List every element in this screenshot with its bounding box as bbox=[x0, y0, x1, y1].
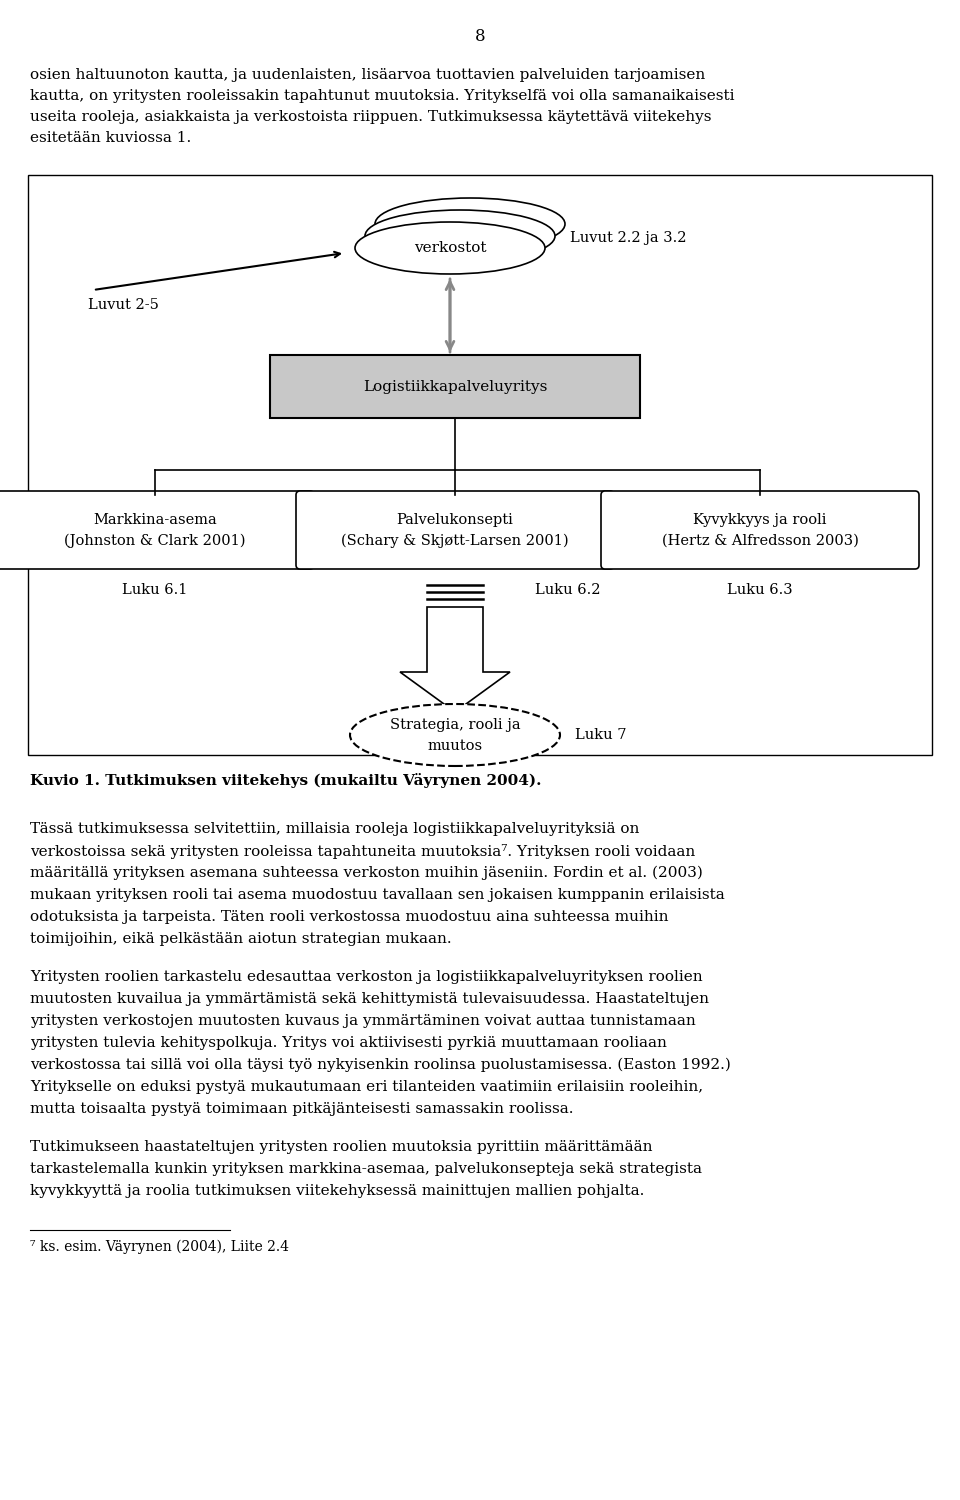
Text: määritällä yrityksen asemana suhteessa verkoston muihin jäseniin. Fordin et al. : määritällä yrityksen asemana suhteessa v… bbox=[30, 865, 703, 880]
Bar bbox=[270, 356, 640, 419]
Text: Kyvykkyys ja rooli: Kyvykkyys ja rooli bbox=[693, 513, 827, 526]
Text: yritysten verkostojen muutosten kuvaus ja ymmärtäminen voivat auttaa tunnistamaa: yritysten verkostojen muutosten kuvaus j… bbox=[30, 1014, 696, 1028]
Text: Luku 6.3: Luku 6.3 bbox=[727, 584, 793, 597]
Ellipse shape bbox=[355, 222, 545, 274]
Text: verkostossa tai sillä voi olla täysi työ nykyisenkin roolinsa puolustamisessa. (: verkostossa tai sillä voi olla täysi työ… bbox=[30, 1058, 731, 1072]
Text: Yritykselle on eduksi pystyä mukautumaan eri tilanteiden vaatimiin erilaisiin ro: Yritykselle on eduksi pystyä mukautumaan… bbox=[30, 1080, 703, 1094]
Ellipse shape bbox=[365, 210, 555, 262]
Text: odotuksista ja tarpeista. Täten rooli verkostossa muodostuu aina suhteessa muihi: odotuksista ja tarpeista. Täten rooli ve… bbox=[30, 910, 668, 924]
Text: kautta, on yritysten rooleissakin tapahtunut muutoksia. Yritykselfä voi olla sam: kautta, on yritysten rooleissakin tapaht… bbox=[30, 88, 734, 104]
Text: (Johnston & Clark 2001): (Johnston & Clark 2001) bbox=[64, 534, 246, 548]
Text: Palvelukonsepti: Palvelukonsepti bbox=[396, 513, 514, 526]
Bar bbox=[28, 176, 932, 754]
Text: Luvut 2.2 ja 3.2: Luvut 2.2 ja 3.2 bbox=[570, 231, 686, 244]
Text: Strategia, rooli ja: Strategia, rooli ja bbox=[390, 718, 520, 732]
Text: Logistiikkapalveluyritys: Logistiikkapalveluyritys bbox=[363, 380, 547, 393]
Text: Luku 6.1: Luku 6.1 bbox=[122, 584, 188, 597]
Text: tarkastelemalla kunkin yrityksen markkina-asemaa, palvelukonsepteja sekä strateg: tarkastelemalla kunkin yrityksen markkin… bbox=[30, 1162, 702, 1176]
Text: toimijoihin, eikä pelkästään aiotun strategian mukaan.: toimijoihin, eikä pelkästään aiotun stra… bbox=[30, 932, 451, 946]
Text: verkostoissa sekä yritysten rooleissa tapahtuneita muutoksia⁷. Yrityksen rooli v: verkostoissa sekä yritysten rooleissa ta… bbox=[30, 844, 695, 859]
Text: (Schary & Skjøtt-Larsen 2001): (Schary & Skjøtt-Larsen 2001) bbox=[341, 534, 569, 548]
Text: Luku 7: Luku 7 bbox=[575, 728, 627, 742]
Text: muutosten kuvailua ja ymmärtämistä sekä kehittymistä tulevaisuudessa. Haastatelt: muutosten kuvailua ja ymmärtämistä sekä … bbox=[30, 992, 709, 1006]
FancyBboxPatch shape bbox=[296, 490, 614, 568]
Text: Luku 6.2: Luku 6.2 bbox=[535, 584, 601, 597]
Text: useita rooleja, asiakkaista ja verkostoista riippuen. Tutkimuksessa käytettävä v: useita rooleja, asiakkaista ja verkostoi… bbox=[30, 110, 711, 125]
Text: Tässä tutkimuksessa selvitettiin, millaisia rooleja logistiikkapalveluyrityksiä : Tässä tutkimuksessa selvitettiin, millai… bbox=[30, 822, 639, 836]
Text: mutta toisaalta pystyä toimimaan pitkäjänteisesti samassakin roolissa.: mutta toisaalta pystyä toimimaan pitkäjä… bbox=[30, 1102, 573, 1116]
Text: kyvykkyyttä ja roolia tutkimuksen viitekehyksessä mainittujen mallien pohjalta.: kyvykkyyttä ja roolia tutkimuksen viitek… bbox=[30, 1184, 644, 1198]
FancyBboxPatch shape bbox=[0, 490, 314, 568]
Text: esitetään kuviossa 1.: esitetään kuviossa 1. bbox=[30, 130, 191, 146]
Text: verkostot: verkostot bbox=[414, 242, 487, 255]
Text: Kuvio 1. Tutkimuksen viitekehys (mukailtu Väyrynen 2004).: Kuvio 1. Tutkimuksen viitekehys (mukailt… bbox=[30, 772, 541, 788]
Text: Yritysten roolien tarkastelu edesauttaa verkoston ja logistiikkapalveluyrityksen: Yritysten roolien tarkastelu edesauttaa … bbox=[30, 970, 703, 984]
Text: mukaan yrityksen rooli tai asema muodostuu tavallaan sen jokaisen kumppanin eril: mukaan yrityksen rooli tai asema muodost… bbox=[30, 888, 725, 902]
Text: Luvut 2-5: Luvut 2-5 bbox=[88, 298, 158, 312]
Text: ⁷ ks. esim. Väyrynen (2004), Liite 2.4: ⁷ ks. esim. Väyrynen (2004), Liite 2.4 bbox=[30, 1240, 289, 1254]
Text: 8: 8 bbox=[474, 28, 486, 45]
Polygon shape bbox=[400, 608, 510, 712]
Text: muutos: muutos bbox=[427, 740, 483, 753]
Text: Tutkimukseen haastateltujen yritysten roolien muutoksia pyrittiin määrittämään: Tutkimukseen haastateltujen yritysten ro… bbox=[30, 1140, 653, 1154]
Text: Markkina-asema: Markkina-asema bbox=[93, 513, 217, 526]
FancyBboxPatch shape bbox=[601, 490, 919, 568]
Text: yritysten tulevia kehityspolkuja. Yritys voi aktiivisesti pyrkiä muuttamaan rool: yritysten tulevia kehityspolkuja. Yritys… bbox=[30, 1036, 667, 1050]
Text: osien haltuunoton kautta, ja uudenlaisten, lisäarvoa tuottavien palveluiden tarj: osien haltuunoton kautta, ja uudenlaiste… bbox=[30, 68, 706, 82]
Ellipse shape bbox=[375, 198, 565, 250]
Text: (Hertz & Alfredsson 2003): (Hertz & Alfredsson 2003) bbox=[661, 534, 858, 548]
Ellipse shape bbox=[350, 704, 560, 766]
